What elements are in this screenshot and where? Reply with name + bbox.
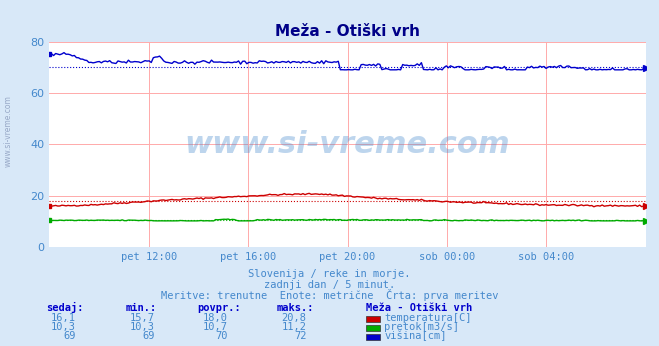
Text: temperatura[C]: temperatura[C] <box>384 313 472 323</box>
Text: povpr.:: povpr.: <box>198 303 241 313</box>
Text: 16,1: 16,1 <box>51 313 76 323</box>
Text: www.si-vreme.com: www.si-vreme.com <box>185 130 511 159</box>
Text: sedaj:: sedaj: <box>46 302 84 313</box>
Text: zadnji dan / 5 minut.: zadnji dan / 5 minut. <box>264 280 395 290</box>
Text: 69: 69 <box>142 331 155 341</box>
Text: pretok[m3/s]: pretok[m3/s] <box>384 322 459 332</box>
Text: višina[cm]: višina[cm] <box>384 331 447 341</box>
Text: 18,0: 18,0 <box>202 313 227 323</box>
Text: Slovenija / reke in morje.: Slovenija / reke in morje. <box>248 269 411 279</box>
Text: 10,3: 10,3 <box>51 322 76 332</box>
Text: 72: 72 <box>294 331 306 341</box>
Text: www.si-vreme.com: www.si-vreme.com <box>3 95 13 167</box>
Text: 11,2: 11,2 <box>281 322 306 332</box>
Text: Meritve: trenutne  Enote: metrične  Črta: prva meritev: Meritve: trenutne Enote: metrične Črta: … <box>161 289 498 301</box>
Title: Meža - Otiški vrh: Meža - Otiški vrh <box>275 24 420 39</box>
Text: 70: 70 <box>215 331 227 341</box>
Text: maks.:: maks.: <box>277 303 314 313</box>
Text: 69: 69 <box>63 331 76 341</box>
Text: 10,7: 10,7 <box>202 322 227 332</box>
Text: 15,7: 15,7 <box>130 313 155 323</box>
Text: Meža - Otiški vrh: Meža - Otiški vrh <box>366 303 472 313</box>
Text: min.:: min.: <box>125 303 156 313</box>
Text: 20,8: 20,8 <box>281 313 306 323</box>
Text: 10,3: 10,3 <box>130 322 155 332</box>
